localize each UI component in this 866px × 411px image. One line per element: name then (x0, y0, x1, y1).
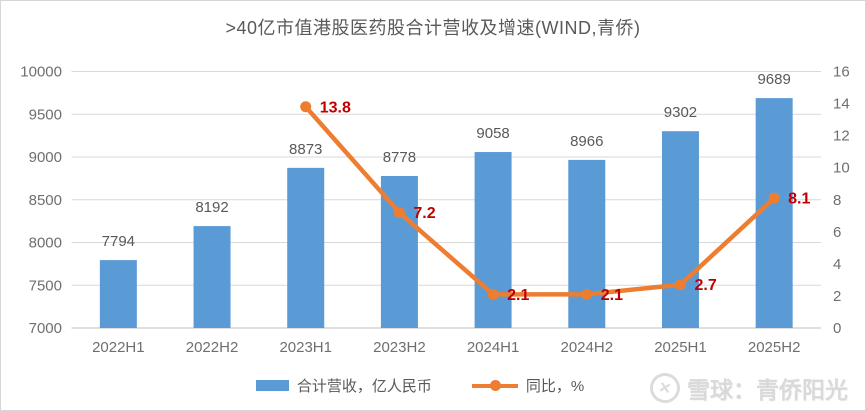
x-axis-label: 2024H1 (467, 339, 520, 356)
bar-value-label: 8873 (289, 141, 322, 158)
bar-value-label: 8778 (383, 149, 416, 166)
watermark-text: 雪球：青侨阳光 (687, 377, 848, 403)
x-axis-label: 2023H1 (279, 339, 332, 356)
bar-value-label: 9689 (757, 71, 790, 88)
yoy-value-label: 7.2 (413, 205, 435, 222)
x-axis-label: 2025H2 (748, 339, 801, 356)
yoy-marker (487, 288, 499, 300)
yoy-value-label: 2.1 (601, 287, 623, 304)
right-axis-tick: 12 (833, 128, 850, 145)
revenue-bar (99, 260, 137, 328)
right-axis-tick: 4 (833, 256, 841, 273)
revenue-bar (287, 167, 325, 328)
yoy-value-label: 13.8 (320, 99, 351, 116)
x-axis-label: 2024H2 (561, 339, 614, 356)
yoy-marker (393, 207, 405, 219)
right-axis-tick: 6 (833, 224, 841, 241)
left-axis-tick: 9000 (29, 149, 62, 166)
bar-value-label: 8966 (570, 133, 603, 150)
yoy-marker (674, 279, 686, 291)
bar-value-label: 9302 (664, 104, 697, 121)
revenue-bar (568, 159, 606, 328)
bar-series-swatch (255, 380, 289, 391)
bar-value-label: 9058 (476, 125, 509, 142)
legend-item-yoy: 同比，% (471, 375, 585, 396)
right-axis-tick: 10 (833, 160, 850, 177)
left-axis-tick: 9500 (29, 106, 62, 123)
watermark: ✕ 雪球：青侨阳光 (647, 370, 848, 406)
revenue-bar (193, 226, 231, 328)
left-axis-tick: 10000 (20, 64, 62, 81)
revenue-bar (755, 98, 793, 328)
left-axis-tick: 7500 (29, 277, 62, 294)
right-axis-tick: 8 (833, 192, 841, 209)
revenue-bar (474, 152, 512, 328)
x-axis-label: 2025H1 (654, 339, 707, 356)
bar-value-label: 8192 (195, 199, 228, 216)
yoy-value-label: 2.7 (694, 277, 716, 294)
x-axis-label: 2022H2 (186, 339, 239, 356)
legend-label-revenue: 合计营收，亿人民币 (296, 378, 432, 395)
left-axis-tick: 7000 (29, 320, 62, 337)
left-axis-tick: 8500 (29, 192, 62, 209)
right-axis-tick: 16 (833, 64, 850, 81)
yoy-marker (768, 192, 780, 204)
yoy-marker (300, 101, 312, 113)
line-marker-swatch (489, 380, 501, 391)
bar-value-label: 7794 (102, 233, 135, 250)
xueqiu-logo-icon: ✕ (647, 370, 683, 406)
legend-label-yoy: 同比，% (525, 378, 585, 395)
chart-title: >40亿市值港股医药股合计营收及增速(WIND,青侨) (225, 18, 641, 38)
revenue-bar (661, 131, 699, 328)
x-axis-label: 2022H1 (92, 339, 145, 356)
legend: 合计营收，亿人民币 同比，% (0, 375, 840, 396)
yoy-value-label: 2.1 (507, 287, 529, 304)
yoy-line (303, 104, 777, 297)
yoy-value-label: 8.1 (788, 191, 810, 208)
right-axis-tick: 2 (833, 288, 841, 305)
yoy-marker (581, 288, 593, 300)
legend-item-revenue: 合计营收，亿人民币 (255, 375, 432, 396)
right-axis-tick: 14 (833, 96, 850, 113)
line-series-swatch (471, 380, 518, 391)
left-axis-tick: 8000 (29, 235, 62, 252)
x-axis-label: 2023H2 (373, 339, 426, 356)
right-axis-tick: 0 (833, 320, 841, 337)
